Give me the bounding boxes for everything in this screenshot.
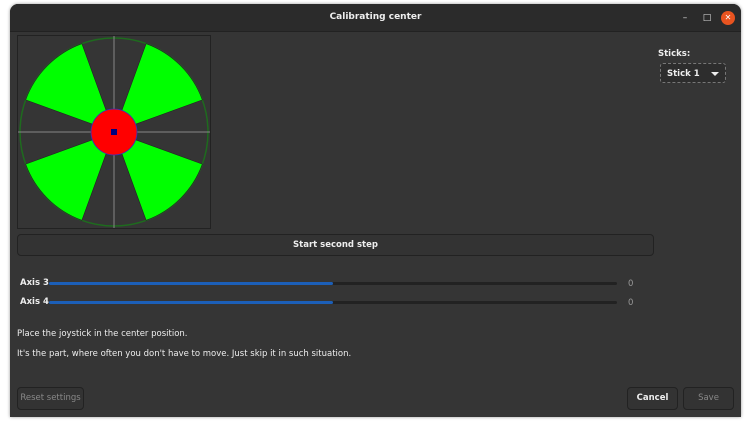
axis-3-bar [49, 282, 617, 285]
axis-4-label: Axis 4 [20, 297, 49, 307]
stick-select-value: Stick 1 [667, 69, 700, 79]
sticks-label: Sticks: [658, 49, 691, 59]
axis-4-fill [49, 301, 333, 304]
sector-4 [25, 43, 115, 133]
save-button[interactable]: Save [683, 387, 734, 410]
reset-settings-button[interactable]: Reset settings [17, 387, 84, 410]
title-bar[interactable]: Calibrating center – □ ✕ [10, 4, 741, 32]
axis-4-value: 0 [628, 298, 634, 308]
joystick-visualizer [17, 35, 211, 229]
instruction-line-1: Place the joystick in the center positio… [17, 329, 188, 339]
close-icon[interactable]: ✕ [721, 11, 735, 25]
sector-3 [25, 131, 115, 221]
axis-3-fill [49, 282, 333, 285]
joystick-diagram [18, 36, 210, 228]
stick-position-marker [111, 129, 117, 135]
minimize-icon[interactable]: – [682, 13, 688, 23]
cancel-button[interactable]: Cancel [627, 387, 678, 410]
start-second-step-button[interactable]: Start second step [17, 234, 654, 256]
axis-4-bar [49, 301, 617, 304]
stick-select[interactable]: Stick 1 [660, 63, 726, 83]
maximize-icon[interactable]: □ [702, 13, 712, 23]
sector-2 [113, 131, 203, 221]
axis-3-value: 0 [628, 279, 634, 289]
axis-3-label: Axis 3 [20, 278, 49, 288]
sector-1 [113, 43, 203, 133]
calibration-window: Calibrating center – □ ✕ Sticks: Stick 1… [10, 4, 741, 417]
instruction-line-2: It's the part, where often you don't hav… [17, 349, 352, 359]
window-title: Calibrating center [329, 12, 422, 22]
chevron-down-icon [711, 72, 719, 76]
